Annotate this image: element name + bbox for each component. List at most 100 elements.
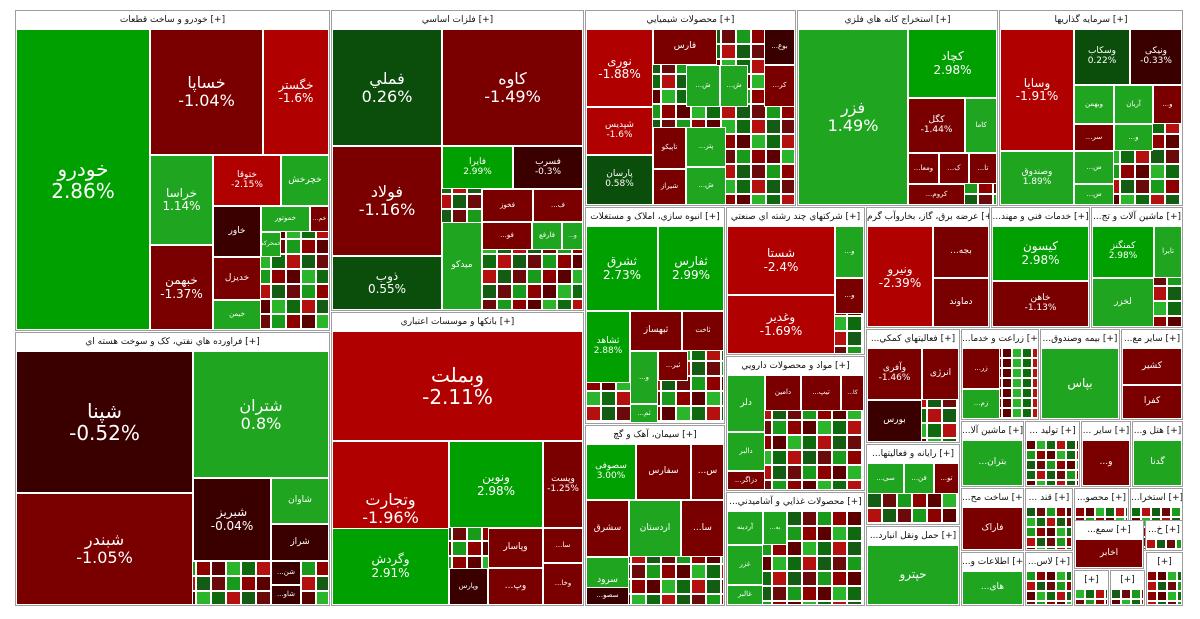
minor-stock-tile[interactable] <box>1036 547 1046 550</box>
minor-stock-tile[interactable] <box>1046 571 1056 581</box>
minor-stock-tile[interactable] <box>512 299 527 310</box>
minor-stock-tile[interactable] <box>1157 591 1167 601</box>
stock-tile[interactable]: خراسا 1.14% <box>150 155 213 245</box>
stock-tile[interactable]: ونیکی -0.33% <box>1130 29 1182 85</box>
minor-stock-tile[interactable] <box>1002 368 1012 378</box>
stock-tile[interactable]: پارسان 0.58% <box>586 155 653 205</box>
stock-tile[interactable]: ...ش <box>720 65 748 107</box>
minor-stock-tile[interactable] <box>452 194 467 209</box>
minor-stock-tile[interactable] <box>802 556 817 571</box>
minor-stock-tile[interactable] <box>847 541 862 556</box>
minor-stock-tile[interactable] <box>1036 537 1046 547</box>
stock-tile[interactable]: ذوب 0.55% <box>332 256 442 310</box>
minor-stock-tile[interactable] <box>847 450 862 465</box>
stock-tile[interactable]: ...سی <box>867 463 904 494</box>
minor-stock-tile[interactable] <box>1032 398 1038 408</box>
sector-title[interactable]: سيمان، آهک و گچ [+] <box>586 426 724 445</box>
minor-stock-tile[interactable] <box>301 299 316 314</box>
stock-tile[interactable]: ...شن <box>271 561 301 585</box>
minor-stock-tile[interactable] <box>1157 601 1167 605</box>
sector-sim[interactable]: سيمان، آهک و گچ [+] سفارس سصوفی 3.00% ...س سش… <box>585 425 725 606</box>
minor-stock-tile[interactable] <box>271 269 286 284</box>
minor-stock-tile[interactable] <box>862 346 864 354</box>
minor-stock-tile[interactable] <box>1075 589 1085 599</box>
stock-tile[interactable]: انرژی <box>922 348 959 400</box>
minor-stock-tile[interactable] <box>1151 507 1161 517</box>
minor-stock-tile[interactable] <box>1022 378 1032 388</box>
minor-stock-tile[interactable] <box>646 579 661 594</box>
minor-stock-tile[interactable] <box>1085 507 1095 517</box>
minor-stock-tile[interactable] <box>721 421 724 423</box>
minor-stock-tile[interactable] <box>1026 460 1036 470</box>
minor-stock-tile[interactable] <box>482 284 497 299</box>
minor-stock-tile[interactable] <box>1152 316 1167 327</box>
minor-stock-tile[interactable] <box>1026 480 1036 486</box>
minor-stock-tile[interactable] <box>286 269 301 284</box>
minor-stock-tile[interactable] <box>1147 581 1157 591</box>
minor-stock-tile[interactable] <box>1056 450 1066 460</box>
sector-title[interactable]: شرکتهاي چند رشته اي صنعتي [+] <box>727 208 864 227</box>
stock-tile[interactable]: ...کر <box>764 65 795 107</box>
minor-stock-tile[interactable] <box>271 314 286 329</box>
minor-stock-tile[interactable] <box>802 511 817 526</box>
stock-tile[interactable]: دالبر <box>727 432 765 471</box>
minor-stock-tile[interactable] <box>862 586 864 601</box>
minor-stock-tile[interactable] <box>1115 507 1125 517</box>
minor-stock-tile[interactable] <box>927 523 942 524</box>
minor-stock-tile[interactable] <box>1036 450 1046 460</box>
minor-stock-tile[interactable] <box>787 601 802 605</box>
minor-stock-tile[interactable] <box>1150 194 1165 205</box>
minor-stock-tile[interactable] <box>676 579 691 594</box>
minor-stock-tile[interactable] <box>301 314 316 329</box>
sector-zeraat[interactable]: ...زراعت و خدما [+] ...زر ...زم <box>961 329 1039 420</box>
minor-stock-tile[interactable] <box>271 284 286 299</box>
minor-stock-tile[interactable] <box>847 586 862 601</box>
minor-stock-tile[interactable] <box>1026 450 1036 460</box>
stock-tile[interactable]: وبهمن <box>1074 85 1114 124</box>
minor-stock-tile[interactable] <box>1167 581 1177 591</box>
minor-stock-tile[interactable] <box>616 391 631 406</box>
minor-stock-tile[interactable] <box>867 508 882 523</box>
stock-tile[interactable]: کیسون 2.98% <box>992 226 1089 281</box>
minor-stock-tile[interactable] <box>736 179 751 194</box>
minor-stock-tile[interactable] <box>772 450 787 465</box>
stock-tile[interactable]: ثاخت <box>682 311 724 351</box>
sector-title[interactable]: ...ماشين آلات و تج [+] <box>1092 208 1182 227</box>
minor-stock-tile[interactable] <box>1180 179 1182 194</box>
minor-stock-tile[interactable] <box>301 329 316 330</box>
minor-stock-tile[interactable] <box>1085 599 1095 605</box>
sector-title[interactable]: ...هتل و [+] <box>1133 422 1182 441</box>
minor-stock-tile[interactable] <box>721 406 724 421</box>
minor-stock-tile[interactable] <box>497 269 512 284</box>
minor-stock-tile[interactable] <box>832 450 847 465</box>
minor-stock-tile[interactable] <box>542 299 557 310</box>
stock-tile[interactable]: خاور <box>213 206 261 257</box>
minor-stock-tile[interactable] <box>1056 537 1066 547</box>
minor-stock-tile[interactable] <box>1152 286 1167 301</box>
sector-daroo[interactable]: مواد و محصولات دارويي [+] دامین ...تیپ ...ک… <box>726 356 865 491</box>
stock-tile[interactable]: کگل -1.44% <box>908 98 965 153</box>
sector-sakht[interactable]: ...ساخت مح [+] فاراک <box>961 488 1024 551</box>
minor-stock-tile[interactable] <box>817 511 832 526</box>
minor-stock-tile[interactable] <box>1002 348 1012 358</box>
minor-stock-tile[interactable] <box>736 164 751 179</box>
minor-stock-tile[interactable] <box>1166 539 1176 549</box>
minor-stock-tile[interactable] <box>787 465 802 480</box>
sector-title[interactable]: ...خدمات فني و مهند [+] <box>992 208 1089 227</box>
minor-stock-tile[interactable] <box>912 523 927 524</box>
minor-stock-tile[interactable] <box>817 586 832 601</box>
stock-tile[interactable]: شپدیس -1.6% <box>586 107 653 155</box>
minor-stock-tile[interactable] <box>721 564 724 579</box>
minor-stock-tile[interactable] <box>691 579 706 594</box>
minor-stock-tile[interactable] <box>1046 480 1056 486</box>
minor-stock-tile[interactable] <box>787 586 802 601</box>
sector-title[interactable]: ...حمل ونقل انبارد [+] <box>867 527 959 546</box>
minor-stock-tile[interactable] <box>1012 368 1022 378</box>
minor-stock-tile[interactable] <box>1036 470 1046 480</box>
minor-stock-tile[interactable] <box>1046 470 1056 480</box>
minor-stock-tile[interactable] <box>781 119 795 134</box>
minor-stock-tile[interactable] <box>817 420 832 435</box>
stock-tile[interactable]: خچرخش <box>281 155 329 206</box>
stock-tile[interactable]: ...ف <box>533 189 583 222</box>
minor-stock-tile[interactable] <box>1177 581 1182 591</box>
